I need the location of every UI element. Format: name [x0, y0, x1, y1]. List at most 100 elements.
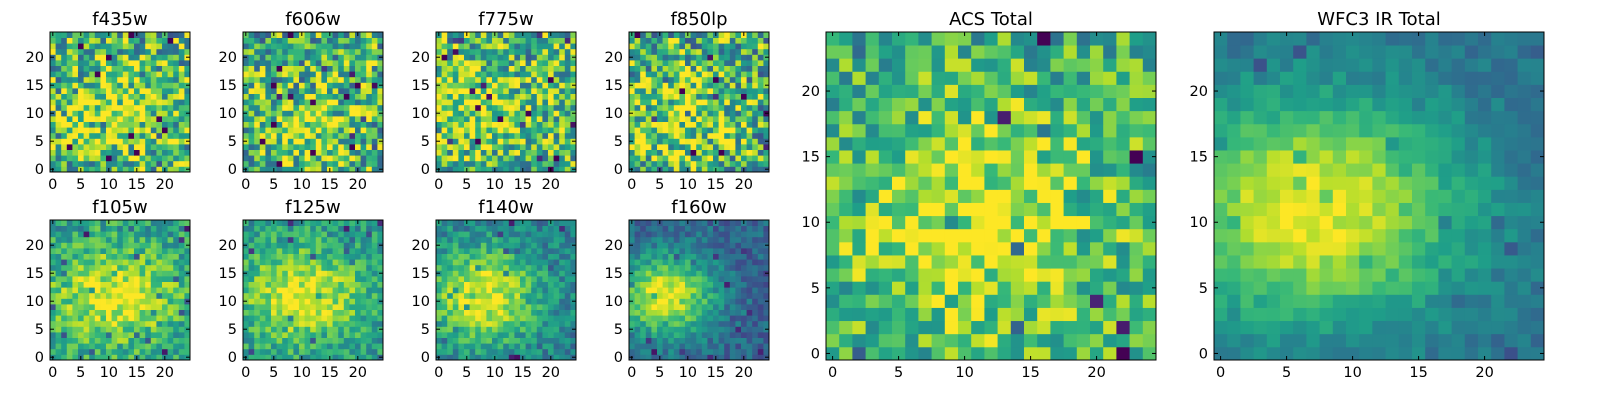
heatmap-cell	[83, 225, 90, 232]
heatmap-cell	[685, 99, 691, 106]
heatmap-cell	[360, 309, 367, 316]
heatmap-cell	[343, 320, 350, 327]
heatmap-cell	[332, 242, 339, 249]
heatmap-cell	[173, 60, 180, 66]
heatmap-cell	[441, 281, 448, 288]
heatmap-cell	[327, 253, 333, 260]
heatmap-cell	[178, 160, 185, 167]
heatmap-cell	[72, 343, 79, 350]
axes-frame	[628, 31, 770, 173]
heatmap-cell	[514, 144, 521, 150]
heatmap-cell	[553, 231, 560, 238]
heatmap-cell	[458, 264, 465, 271]
heatmap-cell	[72, 326, 79, 333]
heatmap-cell	[514, 48, 521, 55]
heatmap-cell	[94, 292, 101, 299]
heatmap-cell	[441, 32, 448, 38]
heatmap-cell	[763, 48, 770, 55]
heatmap-cell	[508, 343, 515, 350]
heatmap-cell	[713, 276, 719, 282]
heatmap-cell	[248, 259, 255, 266]
heatmap-cell	[542, 71, 549, 78]
heatmap-cell	[480, 309, 487, 316]
heatmap-cell	[128, 138, 135, 145]
heatmap-cell	[145, 220, 152, 226]
heatmap-cell	[752, 276, 759, 282]
heatmap-cell	[514, 121, 521, 128]
heatmap-cell	[66, 132, 73, 139]
heatmap-cell	[629, 276, 635, 282]
heatmap-cell	[520, 43, 526, 50]
heatmap-cell	[276, 127, 283, 134]
heatmap-cell	[668, 65, 675, 72]
heatmap-cell	[343, 298, 350, 305]
heatmap-cell	[332, 343, 339, 350]
heatmap-cell	[757, 132, 764, 139]
heatmap-cell	[293, 287, 300, 294]
heatmap-cell	[713, 348, 719, 355]
heatmap-cell	[304, 138, 311, 145]
heatmap-cell	[349, 149, 356, 156]
heatmap-cell	[315, 104, 322, 111]
heatmap-cell	[128, 155, 135, 162]
heatmap-cell	[287, 116, 294, 122]
heatmap-cell	[724, 343, 731, 350]
heatmap-cell	[679, 292, 686, 299]
heatmap-cell	[662, 127, 669, 134]
heatmap-cell	[128, 116, 135, 122]
heatmap-cell	[282, 160, 289, 167]
heatmap-cell	[640, 309, 647, 316]
heatmap-cell	[458, 220, 465, 226]
heatmap-cell	[741, 93, 747, 100]
y-tick-label: 5	[614, 134, 623, 150]
heatmap-cell	[78, 315, 84, 322]
heatmap-cell	[763, 292, 770, 299]
heatmap-cell	[83, 149, 90, 156]
heatmap-cell	[276, 104, 283, 111]
heatmap-cell	[724, 337, 731, 344]
heatmap-cell	[713, 65, 719, 72]
heatmap-cell	[508, 121, 515, 128]
heatmap-cell	[61, 93, 68, 100]
heatmap-cell	[287, 104, 294, 111]
heatmap-cell	[492, 264, 498, 271]
heatmap-cell	[343, 155, 350, 162]
heatmap-cell	[310, 76, 317, 83]
heatmap-cell	[531, 259, 538, 266]
heatmap-cell	[508, 166, 515, 173]
heatmap-cell	[287, 82, 294, 89]
heatmap-cell	[89, 48, 96, 55]
heatmap-cell	[707, 110, 714, 117]
heatmap-cell	[184, 332, 191, 338]
heatmap-cell	[287, 231, 294, 238]
heatmap-cell	[282, 292, 289, 299]
heatmap-cell	[469, 116, 476, 122]
heatmap-cell	[72, 320, 79, 327]
heatmap-cell	[735, 65, 742, 72]
heatmap-cell	[441, 76, 448, 83]
heatmap-cell	[701, 287, 708, 294]
heatmap-cell	[447, 276, 454, 282]
heatmap-cell	[271, 65, 277, 72]
heatmap-cell	[668, 326, 675, 333]
heatmap-cell	[276, 332, 283, 338]
heatmap-cell	[570, 231, 577, 238]
heatmap-cell	[536, 287, 543, 294]
heatmap-cell	[486, 287, 493, 294]
heatmap-cell	[503, 253, 510, 260]
heatmap-cell	[559, 220, 566, 226]
heatmap-cell	[304, 127, 311, 134]
heatmap-cell	[287, 76, 294, 83]
heatmap-cell	[548, 304, 554, 310]
heatmap-cell	[343, 281, 350, 288]
heatmap-cell	[645, 54, 652, 61]
x-tick-label: 10	[293, 365, 311, 381]
heatmap-cell	[497, 332, 504, 338]
heatmap-cell	[338, 54, 345, 61]
y-tick-label: 20	[219, 50, 237, 66]
heatmap-cell	[673, 127, 680, 134]
heatmap-cell	[718, 298, 725, 305]
heatmap-cell	[634, 48, 641, 55]
heatmap-cell	[486, 248, 493, 254]
heatmap-cell	[531, 155, 538, 162]
